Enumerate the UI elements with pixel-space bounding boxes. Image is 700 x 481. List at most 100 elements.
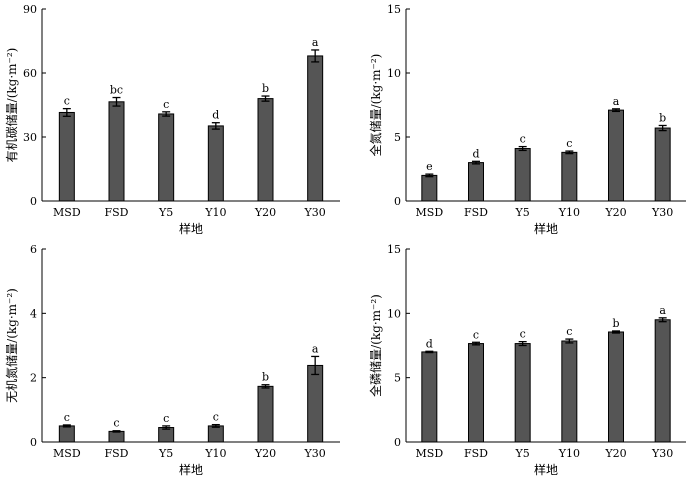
bar-y10 xyxy=(561,151,578,202)
x-axis-title: 样地 xyxy=(534,462,558,477)
x-axis-title: 样地 xyxy=(179,462,203,477)
x-axis-title: 样地 xyxy=(534,221,558,236)
bar-y20 xyxy=(257,385,274,443)
bar-fsd xyxy=(108,430,125,443)
significance-letter: c xyxy=(213,411,219,424)
significance-letter: b xyxy=(612,317,619,330)
significance-letter: b xyxy=(262,82,269,95)
significance-letter: c xyxy=(473,328,479,341)
x-axis-title: 样地 xyxy=(179,221,203,236)
significance-letter: d xyxy=(426,337,433,350)
x-tick-label: Y30 xyxy=(304,206,326,219)
x-tick-label: Y10 xyxy=(558,206,580,219)
y-axis-title: 全磷储量/(kg·m⁻²) xyxy=(368,294,383,397)
error-bar-y10 xyxy=(211,122,220,130)
chart-panel-3: 0 5 10 15 d MSD c FSD c Y5 c Y10 b Y20 a Y30 样地 全磷储量/(kg·… xyxy=(368,243,686,477)
bar-y5 xyxy=(514,148,531,202)
y-tick-label: 90 xyxy=(23,3,37,16)
bar-msd xyxy=(421,351,438,443)
error-bar-y20 xyxy=(261,384,270,389)
error-bar-fsd xyxy=(472,341,480,346)
x-tick-label: FSD xyxy=(105,447,129,460)
x-tick-label: Y5 xyxy=(158,447,173,460)
x-tick-label: Y20 xyxy=(604,447,626,460)
error-bar-fsd xyxy=(472,160,480,165)
error-bar-msd xyxy=(62,424,71,428)
y-tick-label: 30 xyxy=(23,131,37,144)
significance-letter: c xyxy=(163,412,169,425)
bar-fsd xyxy=(108,101,125,202)
x-tick-label: FSD xyxy=(464,206,488,219)
error-bar-y10 xyxy=(565,150,574,155)
significance-letter: c xyxy=(520,133,526,146)
significance-letter: d xyxy=(472,147,479,160)
error-bar-y30 xyxy=(311,355,320,376)
bar-y20 xyxy=(608,109,624,202)
y-axis-title: 无机氮储量/(kg·m⁻²) xyxy=(4,288,19,403)
x-tick-label: MSD xyxy=(53,206,81,219)
y-axis-title: 有机碳储量/(kg·m⁻²) xyxy=(4,48,19,163)
chart-panel-0: 0 30 60 90 c MSD bc FSD c Y5 d Y10 b Y20 a Y30 样地 有机碳储量/(… xyxy=(4,3,340,236)
significance-letter: c xyxy=(163,98,169,111)
bar-y10 xyxy=(207,425,224,443)
significance-letter: b xyxy=(659,111,666,124)
x-tick-label: MSD xyxy=(416,206,444,219)
y-tick-label: 0 xyxy=(30,436,37,449)
significance-letter: c xyxy=(113,417,119,430)
x-tick-label: Y5 xyxy=(158,206,173,219)
significance-letter: c xyxy=(64,411,70,424)
bar-y30 xyxy=(307,55,324,202)
error-bar-y20 xyxy=(612,330,620,334)
y-tick-label: 0 xyxy=(394,195,401,208)
significance-letter: a xyxy=(312,36,319,49)
bar-y30 xyxy=(307,364,324,443)
bar-y10 xyxy=(207,125,224,202)
chart-panel-2: 0 2 4 6 c MSD c FSD c Y5 c Y10 b Y20 a Y30 样地 无机氮储量/(kg·m… xyxy=(4,243,340,477)
error-bar-y5 xyxy=(518,340,527,347)
x-tick-label: Y20 xyxy=(254,206,276,219)
bar-y20 xyxy=(608,331,624,443)
x-tick-label: FSD xyxy=(105,206,129,219)
significance-letter: e xyxy=(426,160,433,173)
y-tick-label: 60 xyxy=(23,67,37,80)
bar-msd xyxy=(58,425,75,443)
error-bar-y20 xyxy=(612,108,620,113)
bar-y10 xyxy=(561,340,578,443)
y-tick-label: 4 xyxy=(30,307,37,320)
y-tick-label: 5 xyxy=(394,372,401,385)
significance-letter: a xyxy=(312,342,319,355)
significance-letter: c xyxy=(566,325,572,338)
significance-letter: d xyxy=(212,109,219,122)
error-bar-msd xyxy=(425,350,434,354)
x-tick-label: MSD xyxy=(416,447,444,460)
x-tick-label: Y30 xyxy=(651,447,673,460)
error-bar-fsd xyxy=(112,96,121,107)
x-tick-label: Y30 xyxy=(651,206,673,219)
y-tick-label: 6 xyxy=(30,243,37,256)
y-tick-label: 5 xyxy=(394,131,401,144)
x-tick-label: Y5 xyxy=(515,447,530,460)
x-tick-label: Y5 xyxy=(515,206,530,219)
y-tick-label: 10 xyxy=(387,67,401,80)
y-tick-label: 15 xyxy=(387,243,401,256)
x-tick-label: Y10 xyxy=(558,447,580,460)
x-tick-label: Y20 xyxy=(604,206,626,219)
error-bar-msd xyxy=(425,173,434,178)
x-tick-label: Y10 xyxy=(204,447,226,460)
y-axis-title: 全氮储量/(kg·m⁻²) xyxy=(368,54,383,157)
significance-letter: a xyxy=(613,95,620,108)
bar-msd xyxy=(421,174,438,202)
significance-letter: c xyxy=(566,137,572,150)
x-tick-label: FSD xyxy=(464,447,488,460)
error-bar-y30 xyxy=(311,49,320,63)
x-tick-label: Y20 xyxy=(254,447,276,460)
y-tick-label: 15 xyxy=(387,3,401,16)
y-tick-label: 0 xyxy=(30,195,37,208)
bar-y5 xyxy=(514,343,531,443)
error-bar-y30 xyxy=(658,124,667,132)
bar-y5 xyxy=(158,113,175,202)
y-tick-label: 2 xyxy=(30,372,37,385)
bar-fsd xyxy=(468,162,484,202)
bar-fsd xyxy=(468,343,484,443)
significance-letter: c xyxy=(520,328,526,341)
